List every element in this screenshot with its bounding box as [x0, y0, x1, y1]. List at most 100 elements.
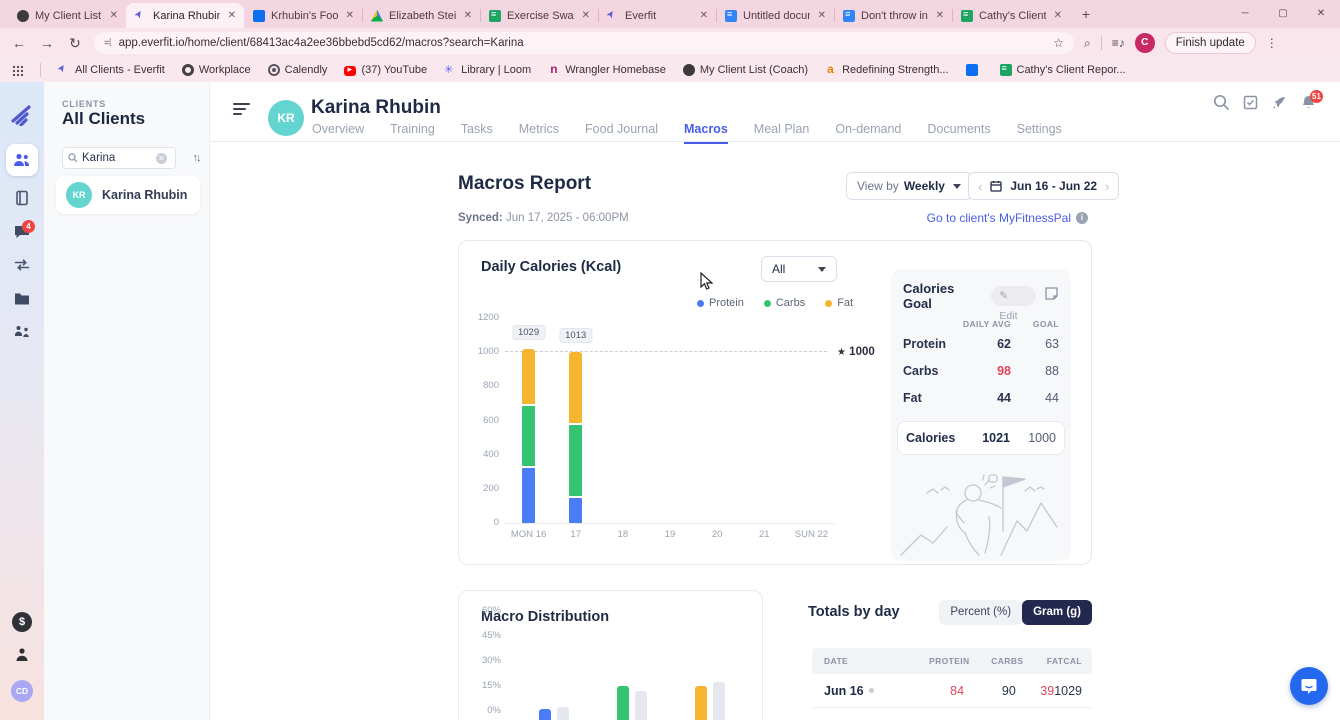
- browser-tab[interactable]: Exercise Swaps - Goo ✕: [480, 3, 599, 28]
- tab-close-icon[interactable]: ✕: [1053, 10, 1062, 21]
- tab-metrics[interactable]: Metrics: [518, 122, 560, 136]
- back-icon[interactable]: ←: [12, 35, 26, 51]
- client-search-input[interactable]: [82, 152, 152, 164]
- bookmark-item[interactable]: [965, 64, 983, 76]
- bookmark-item[interactable]: Cathy's Client Repor...: [999, 63, 1126, 76]
- rail-autoflow-item[interactable]: [6, 249, 38, 281]
- tab-on-demand[interactable]: On-demand: [835, 122, 902, 136]
- clients-panel: CLIENTS All Clients ✕ ↑↓ KR Karina Rhubi…: [44, 82, 210, 720]
- rail-account-item[interactable]: [6, 638, 38, 670]
- notifications-bell-icon[interactable]: 51: [1300, 90, 1323, 112]
- tab-close-icon[interactable]: ✕: [109, 10, 118, 21]
- tab-tasks[interactable]: Tasks: [460, 122, 493, 136]
- tab-close-icon[interactable]: ✕: [581, 10, 590, 21]
- site-settings-icon[interactable]: =⁞: [104, 37, 112, 49]
- client-list-item[interactable]: KR Karina Rhubin: [56, 176, 200, 214]
- browser-tab-active[interactable]: Karina Rhubin - Macr ✕: [126, 3, 244, 28]
- bookmark-item[interactable]: (37) YouTube: [344, 64, 427, 76]
- prev-week-icon[interactable]: ‹: [978, 178, 983, 194]
- tab-training[interactable]: Training: [390, 122, 435, 136]
- new-tab-button[interactable]: +: [1081, 6, 1091, 22]
- clients-users-icon: [14, 153, 30, 166]
- tab-overview[interactable]: Overview: [312, 122, 365, 136]
- rail-teams-item[interactable]: [6, 316, 38, 348]
- everfit-logo[interactable]: [8, 104, 34, 131]
- tab-close-icon[interactable]: ✕: [699, 10, 708, 21]
- reload-icon[interactable]: ↻: [69, 34, 81, 51]
- browser-profile-avatar[interactable]: C: [1134, 33, 1155, 53]
- tab-close-icon[interactable]: ✕: [345, 10, 354, 21]
- daily-calories-chart[interactable]: 1029 1013: [505, 319, 835, 524]
- tab-close-icon[interactable]: ✕: [935, 10, 944, 21]
- browser-menu-icon[interactable]: ⋮: [1265, 36, 1279, 50]
- browser-tab[interactable]: Don't throw in the To ✕: [834, 3, 953, 28]
- tab-macros[interactable]: Macros: [684, 122, 728, 144]
- clear-search-icon[interactable]: ✕: [156, 152, 167, 164]
- client-search-box[interactable]: ✕: [62, 147, 176, 169]
- browser-tab[interactable]: Elizabeth Steinberg - ✕: [362, 3, 481, 28]
- bookmark-item[interactable]: My Client List (Coach): [682, 64, 808, 76]
- browser-tab[interactable]: Cathy's Client Report ✕: [952, 3, 1070, 28]
- minimize-button[interactable]: ─: [1241, 8, 1249, 19]
- next-week-icon[interactable]: ›: [1105, 178, 1110, 194]
- collapse-sidebar-icon[interactable]: [233, 103, 250, 118]
- browser-tab[interactable]: Krhubin's Food Diary ✕: [244, 3, 363, 28]
- media-controls-icon[interactable]: ≡♪: [1111, 36, 1125, 50]
- browser-tab-strip: My Client List (Coach) ✕ Karina Rhubin -…: [0, 0, 1340, 28]
- tasks-clipboard-icon[interactable]: [1242, 94, 1260, 112]
- date-range-picker[interactable]: ‹ Jun 16 - Jun 22 ›: [968, 172, 1120, 200]
- rail-clients-item[interactable]: [6, 144, 38, 176]
- carbs-dot-icon: [763, 299, 771, 307]
- apps-grid-icon[interactable]: [12, 64, 23, 76]
- bookmark-item[interactable]: Library | Loom: [444, 63, 531, 76]
- browser-tab[interactable]: Everfit ✕: [598, 3, 717, 28]
- bookmark-item[interactable]: Calendly: [267, 64, 327, 76]
- bookmark-item[interactable]: Redefining Strength...: [825, 62, 948, 76]
- macro-distribution-chart[interactable]: [519, 649, 759, 720]
- finish-update-button[interactable]: Finish update: [1164, 32, 1256, 54]
- percent-toggle-button[interactable]: Percent (%): [939, 600, 1023, 625]
- address-bar[interactable]: =⁞ app.everfit.io/home/client/68413ac4a2…: [94, 32, 1074, 54]
- window-controls: ─ ▢ ✕: [1226, 0, 1340, 28]
- whats-new-rocket-icon[interactable]: [1271, 94, 1289, 112]
- site-favicon: [135, 10, 147, 22]
- bookmark-item[interactable]: Workplace: [181, 64, 251, 76]
- goal-table-headers: DAILY AVG GOAL: [962, 319, 1059, 329]
- sort-clients-button[interactable]: ↑↓: [192, 152, 202, 164]
- search-icon[interactable]: [1213, 94, 1231, 112]
- maximize-button[interactable]: ▢: [1278, 8, 1288, 19]
- payments-icon[interactable]: $: [12, 612, 32, 632]
- url-text[interactable]: app.everfit.io/home/client/68413ac4a2ee3…: [118, 37, 524, 49]
- tab-meal-plan[interactable]: Meal Plan: [753, 122, 810, 136]
- tab-close-icon[interactable]: ✕: [463, 10, 472, 21]
- view-by-dropdown[interactable]: View by Weekly: [846, 172, 972, 200]
- bookmark-item[interactable]: All Clients - Everfit: [58, 64, 165, 76]
- person-icon: [16, 647, 28, 661]
- rail-training-item[interactable]: [6, 182, 38, 214]
- rail-resources-item[interactable]: [6, 282, 38, 314]
- forward-icon[interactable]: →: [40, 35, 54, 51]
- coach-avatar[interactable]: CD: [11, 680, 33, 702]
- bookmark-item[interactable]: Wrangler Homebase: [548, 62, 666, 76]
- tab-close-icon[interactable]: ✕: [817, 10, 826, 21]
- rail-messages-item[interactable]: 4: [6, 215, 38, 247]
- tab-food-journal[interactable]: Food Journal: [585, 122, 658, 136]
- browser-tab[interactable]: My Client List (Coach) ✕: [8, 3, 127, 28]
- edit-goal-button[interactable]: ✎ Edit: [991, 286, 1036, 322]
- side-search-icon[interactable]: ⌕: [1084, 35, 1091, 50]
- actual-bar-fat: [695, 685, 707, 720]
- info-icon[interactable]: i: [1076, 212, 1088, 224]
- browser-tab[interactable]: Untitled document - ✕: [716, 3, 835, 28]
- close-button[interactable]: ✕: [1316, 8, 1326, 19]
- tab-close-icon[interactable]: ✕: [227, 10, 236, 21]
- totals-table-row[interactable]: Jun 16 84 90 39 1029: [812, 674, 1092, 708]
- note-icon[interactable]: [1044, 286, 1059, 306]
- bookmark-star-icon[interactable]: ☆: [1053, 36, 1064, 50]
- macro-filter-dropdown[interactable]: All: [761, 256, 837, 282]
- myfitnesspal-link[interactable]: Go to client's MyFitnessPal i: [927, 211, 1088, 225]
- macro-distribution-title: Macro Distribution: [481, 609, 610, 625]
- tab-settings[interactable]: Settings: [1016, 122, 1062, 136]
- tab-documents[interactable]: Documents: [927, 122, 991, 136]
- gram-toggle-button[interactable]: Gram (g): [1022, 600, 1092, 625]
- support-chat-button[interactable]: [1290, 667, 1328, 705]
